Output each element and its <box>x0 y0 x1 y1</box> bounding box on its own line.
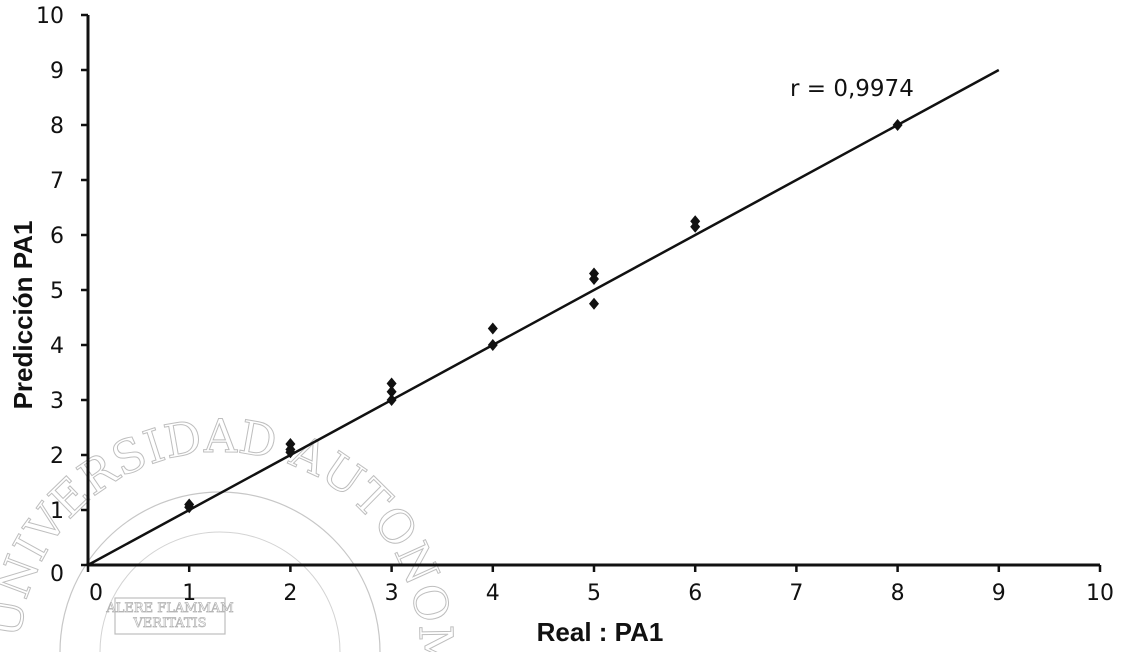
x-axis-title: Real : PA1 <box>537 617 664 647</box>
y-tick-label: 6 <box>50 224 64 249</box>
x-tick-label: 8 <box>891 581 905 606</box>
data-point <box>589 297 599 310</box>
data-point <box>386 385 397 398</box>
data-point <box>892 119 903 131</box>
data-points <box>184 119 903 514</box>
x-tick-label: 7 <box>789 581 803 606</box>
x-tick-label: 5 <box>587 581 601 606</box>
x-tick-label: 0 <box>89 581 103 606</box>
data-point <box>386 394 397 406</box>
x-tick-label: 4 <box>486 581 500 606</box>
y-tick-label: 1 <box>50 499 64 524</box>
y-tick-label: 9 <box>50 59 64 84</box>
y-tick-label: 8 <box>50 114 64 139</box>
regression-line-group <box>87 68 1000 567</box>
y-tick-label: 3 <box>50 389 64 414</box>
data-point <box>184 501 195 514</box>
y-tick-label: 2 <box>50 444 64 469</box>
x-tick-label: 10 <box>1086 581 1114 606</box>
x-tick-label: 2 <box>283 581 297 606</box>
data-point <box>386 377 397 390</box>
y-tick-label: 10 <box>36 4 64 29</box>
data-point <box>589 273 599 285</box>
x-tick-label: 3 <box>385 581 399 606</box>
x-tick-label: 9 <box>992 581 1006 606</box>
y-tick-label: 7 <box>50 169 64 194</box>
seal-motto-line2: VERITATIS <box>132 616 206 631</box>
data-point <box>285 446 296 459</box>
x-tick-label: 6 <box>688 581 702 606</box>
data-point <box>690 220 701 233</box>
y-axis-title: Predicción PA1 <box>8 221 38 410</box>
data-point <box>487 322 498 335</box>
x-tick-label: 1 <box>182 581 196 606</box>
y-axis-ticks: 0 1 2 3 4 5 6 7 8 9 10 <box>36 4 88 587</box>
regression-line <box>87 68 1000 567</box>
x-axis-ticks: 0 1 2 3 4 5 6 7 8 9 10 <box>86 565 1114 606</box>
y-tick-label: 4 <box>50 334 64 359</box>
seal-motto-line1: ALERE FLAMMAM <box>105 601 233 616</box>
y-tick-label: 0 <box>50 562 64 587</box>
data-point <box>487 339 498 351</box>
correlation-annotation: r = 0,9974 <box>790 76 914 102</box>
y-tick-label: 5 <box>50 279 64 304</box>
